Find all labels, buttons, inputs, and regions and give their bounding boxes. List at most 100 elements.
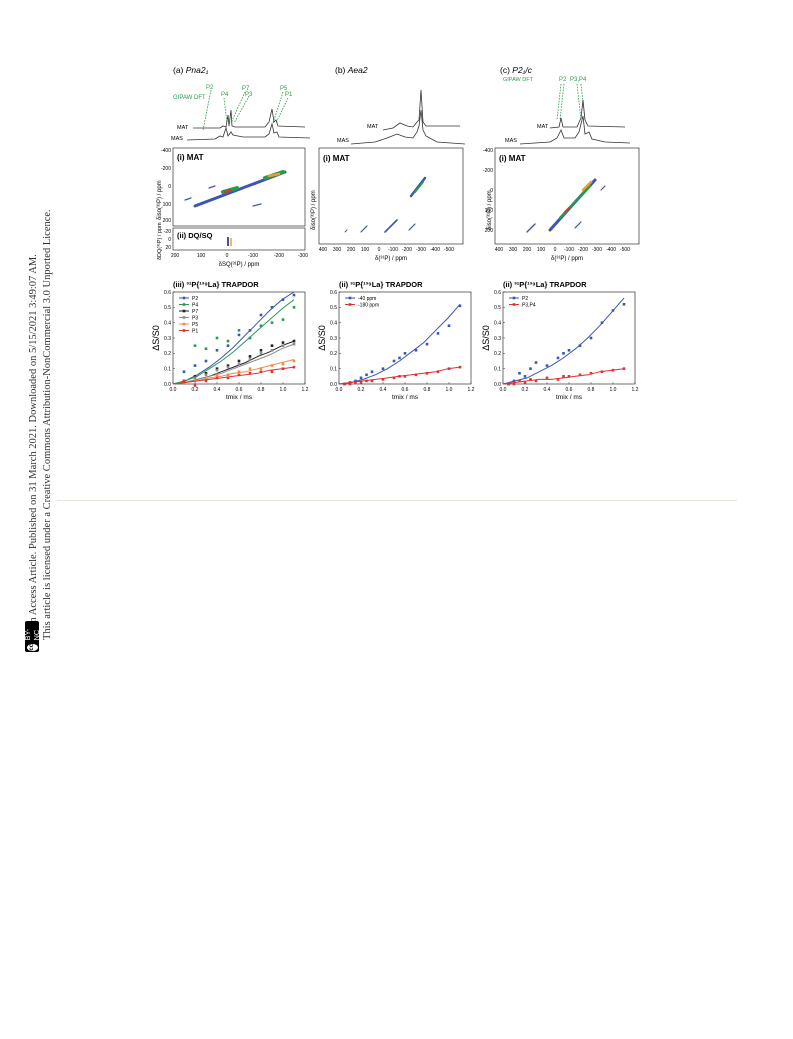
data-point xyxy=(270,348,274,352)
legend-marker xyxy=(512,296,516,300)
trapdor-chart-b: (ii) ³¹P{¹³⁹La} TRAPDOR 0.0 0.1 0.2 0.3 0.4 0.… xyxy=(317,280,475,401)
fit-curve-p2 xyxy=(172,291,295,385)
dq-label: (ii) DQ/SQ xyxy=(177,231,213,240)
x-tick-label: 1.0 xyxy=(446,387,453,393)
y-tick-label: 0.1 xyxy=(494,366,501,372)
data-point xyxy=(398,375,401,378)
legend-label: -180 ppm xyxy=(358,302,379,308)
svg-text:200: 200 xyxy=(523,247,532,253)
cc-badge-text: BY-NC xyxy=(23,628,41,641)
legend-marker xyxy=(182,303,186,306)
legend-marker xyxy=(348,303,352,306)
data-point xyxy=(270,306,274,309)
y-tick-label: 0.5 xyxy=(494,305,501,311)
data-point xyxy=(392,359,396,363)
peak-label-p7: P7 xyxy=(242,86,250,92)
data-point xyxy=(193,344,197,347)
data-point xyxy=(365,373,368,377)
mat-xlabel-c: δ(³¹P) / ppm xyxy=(551,256,583,262)
peak-label-c-p3p4: P3,P4 xyxy=(570,77,587,83)
data-point xyxy=(354,379,357,383)
data-point xyxy=(248,355,252,358)
data-point xyxy=(348,382,352,386)
svg-text:0: 0 xyxy=(168,184,171,190)
x-tick-label: 0.6 xyxy=(402,387,409,393)
mat-label-c: MAT xyxy=(537,124,549,130)
data-point xyxy=(259,370,263,374)
data-point xyxy=(237,359,241,363)
data-point xyxy=(215,368,219,372)
svg-text:-300: -300 xyxy=(416,247,426,253)
data-point xyxy=(292,339,296,343)
data-point xyxy=(567,348,571,352)
data-point xyxy=(248,336,252,340)
svg-text:-200: -200 xyxy=(483,168,493,174)
data-point xyxy=(182,370,186,374)
data-point xyxy=(248,358,252,361)
data-point xyxy=(281,367,285,370)
x-tick-label: 0.4 xyxy=(544,387,551,393)
svg-text:-200: -200 xyxy=(578,247,588,253)
x-tick-label: 0.6 xyxy=(566,387,573,393)
x-axis-label: tmix / ms xyxy=(556,394,583,401)
data-point xyxy=(292,359,296,363)
data-point xyxy=(600,370,604,374)
data-point xyxy=(529,378,532,381)
peak-label-p1: P1 xyxy=(285,92,293,98)
peak-label-p3: P3 xyxy=(245,92,253,98)
svg-text:100: 100 xyxy=(485,208,494,214)
svg-text:-400: -400 xyxy=(483,148,493,154)
data-point xyxy=(248,371,252,375)
svg-text:-100: -100 xyxy=(564,247,574,253)
cc-badge[interactable]: cc BY-NC xyxy=(20,621,90,652)
x-tick-label: 0.0 xyxy=(500,387,507,393)
legend-marker xyxy=(348,296,352,300)
data-point xyxy=(237,370,241,374)
data-point xyxy=(292,342,296,346)
data-point xyxy=(567,375,571,378)
fit-curve-p5 xyxy=(172,359,295,385)
svg-text:20: 20 xyxy=(165,245,171,251)
peak-label-p2: P2 xyxy=(206,85,214,91)
spectrum-c: (c) P2₁/c GIPAW DFT P2 P3,P4 MAT MAS xyxy=(500,65,631,145)
data-point xyxy=(248,367,252,370)
y-axis-label: ΔS/S0 xyxy=(317,325,327,351)
data-point xyxy=(281,344,285,347)
data-point xyxy=(507,382,510,386)
legend-label: P5 xyxy=(192,322,198,328)
data-point xyxy=(204,347,208,351)
data-point xyxy=(204,359,208,363)
data-point xyxy=(370,370,374,374)
data-point xyxy=(545,364,549,367)
data-point xyxy=(270,344,274,347)
legend-label: P7 xyxy=(192,309,198,315)
data-point xyxy=(436,332,440,335)
mat-label-b: MAT xyxy=(367,124,379,130)
svg-text:-300: -300 xyxy=(298,253,308,259)
license-notice[interactable]: This article is licensed under a Creativ… xyxy=(42,209,53,640)
data-point xyxy=(611,309,615,312)
mat-ylabel-a: δiso(³¹P) / ppm xyxy=(157,180,163,220)
data-point xyxy=(182,379,186,383)
x-tick-label: 0.0 xyxy=(170,387,177,393)
legend-marker xyxy=(182,309,186,313)
data-point xyxy=(512,379,516,383)
y-tick-label: 0.3 xyxy=(164,336,171,342)
dq-panel-a: (ii) DQ/SQ δDQ(³¹P) / ppm -20 0 20 200 1… xyxy=(157,222,308,268)
x-tick-label: 0.4 xyxy=(214,387,221,393)
svg-text:0: 0 xyxy=(554,247,557,253)
x-tick-label: 0.8 xyxy=(588,387,595,393)
data-point xyxy=(622,302,626,306)
data-point xyxy=(281,318,285,321)
data-point xyxy=(556,378,560,381)
mat-label-i-b: (i) MAT xyxy=(323,154,350,163)
legend-label: P3 xyxy=(192,315,198,321)
mat-label-i-c: (i) MAT xyxy=(499,154,526,163)
data-point xyxy=(370,379,374,383)
data-point xyxy=(365,379,368,383)
peak-label-p4: P4 xyxy=(221,92,229,98)
fit-curve-p3-p4 xyxy=(502,368,625,385)
mas-label-a: MAS xyxy=(171,136,183,142)
data-point xyxy=(281,341,285,344)
data-point xyxy=(193,376,197,380)
